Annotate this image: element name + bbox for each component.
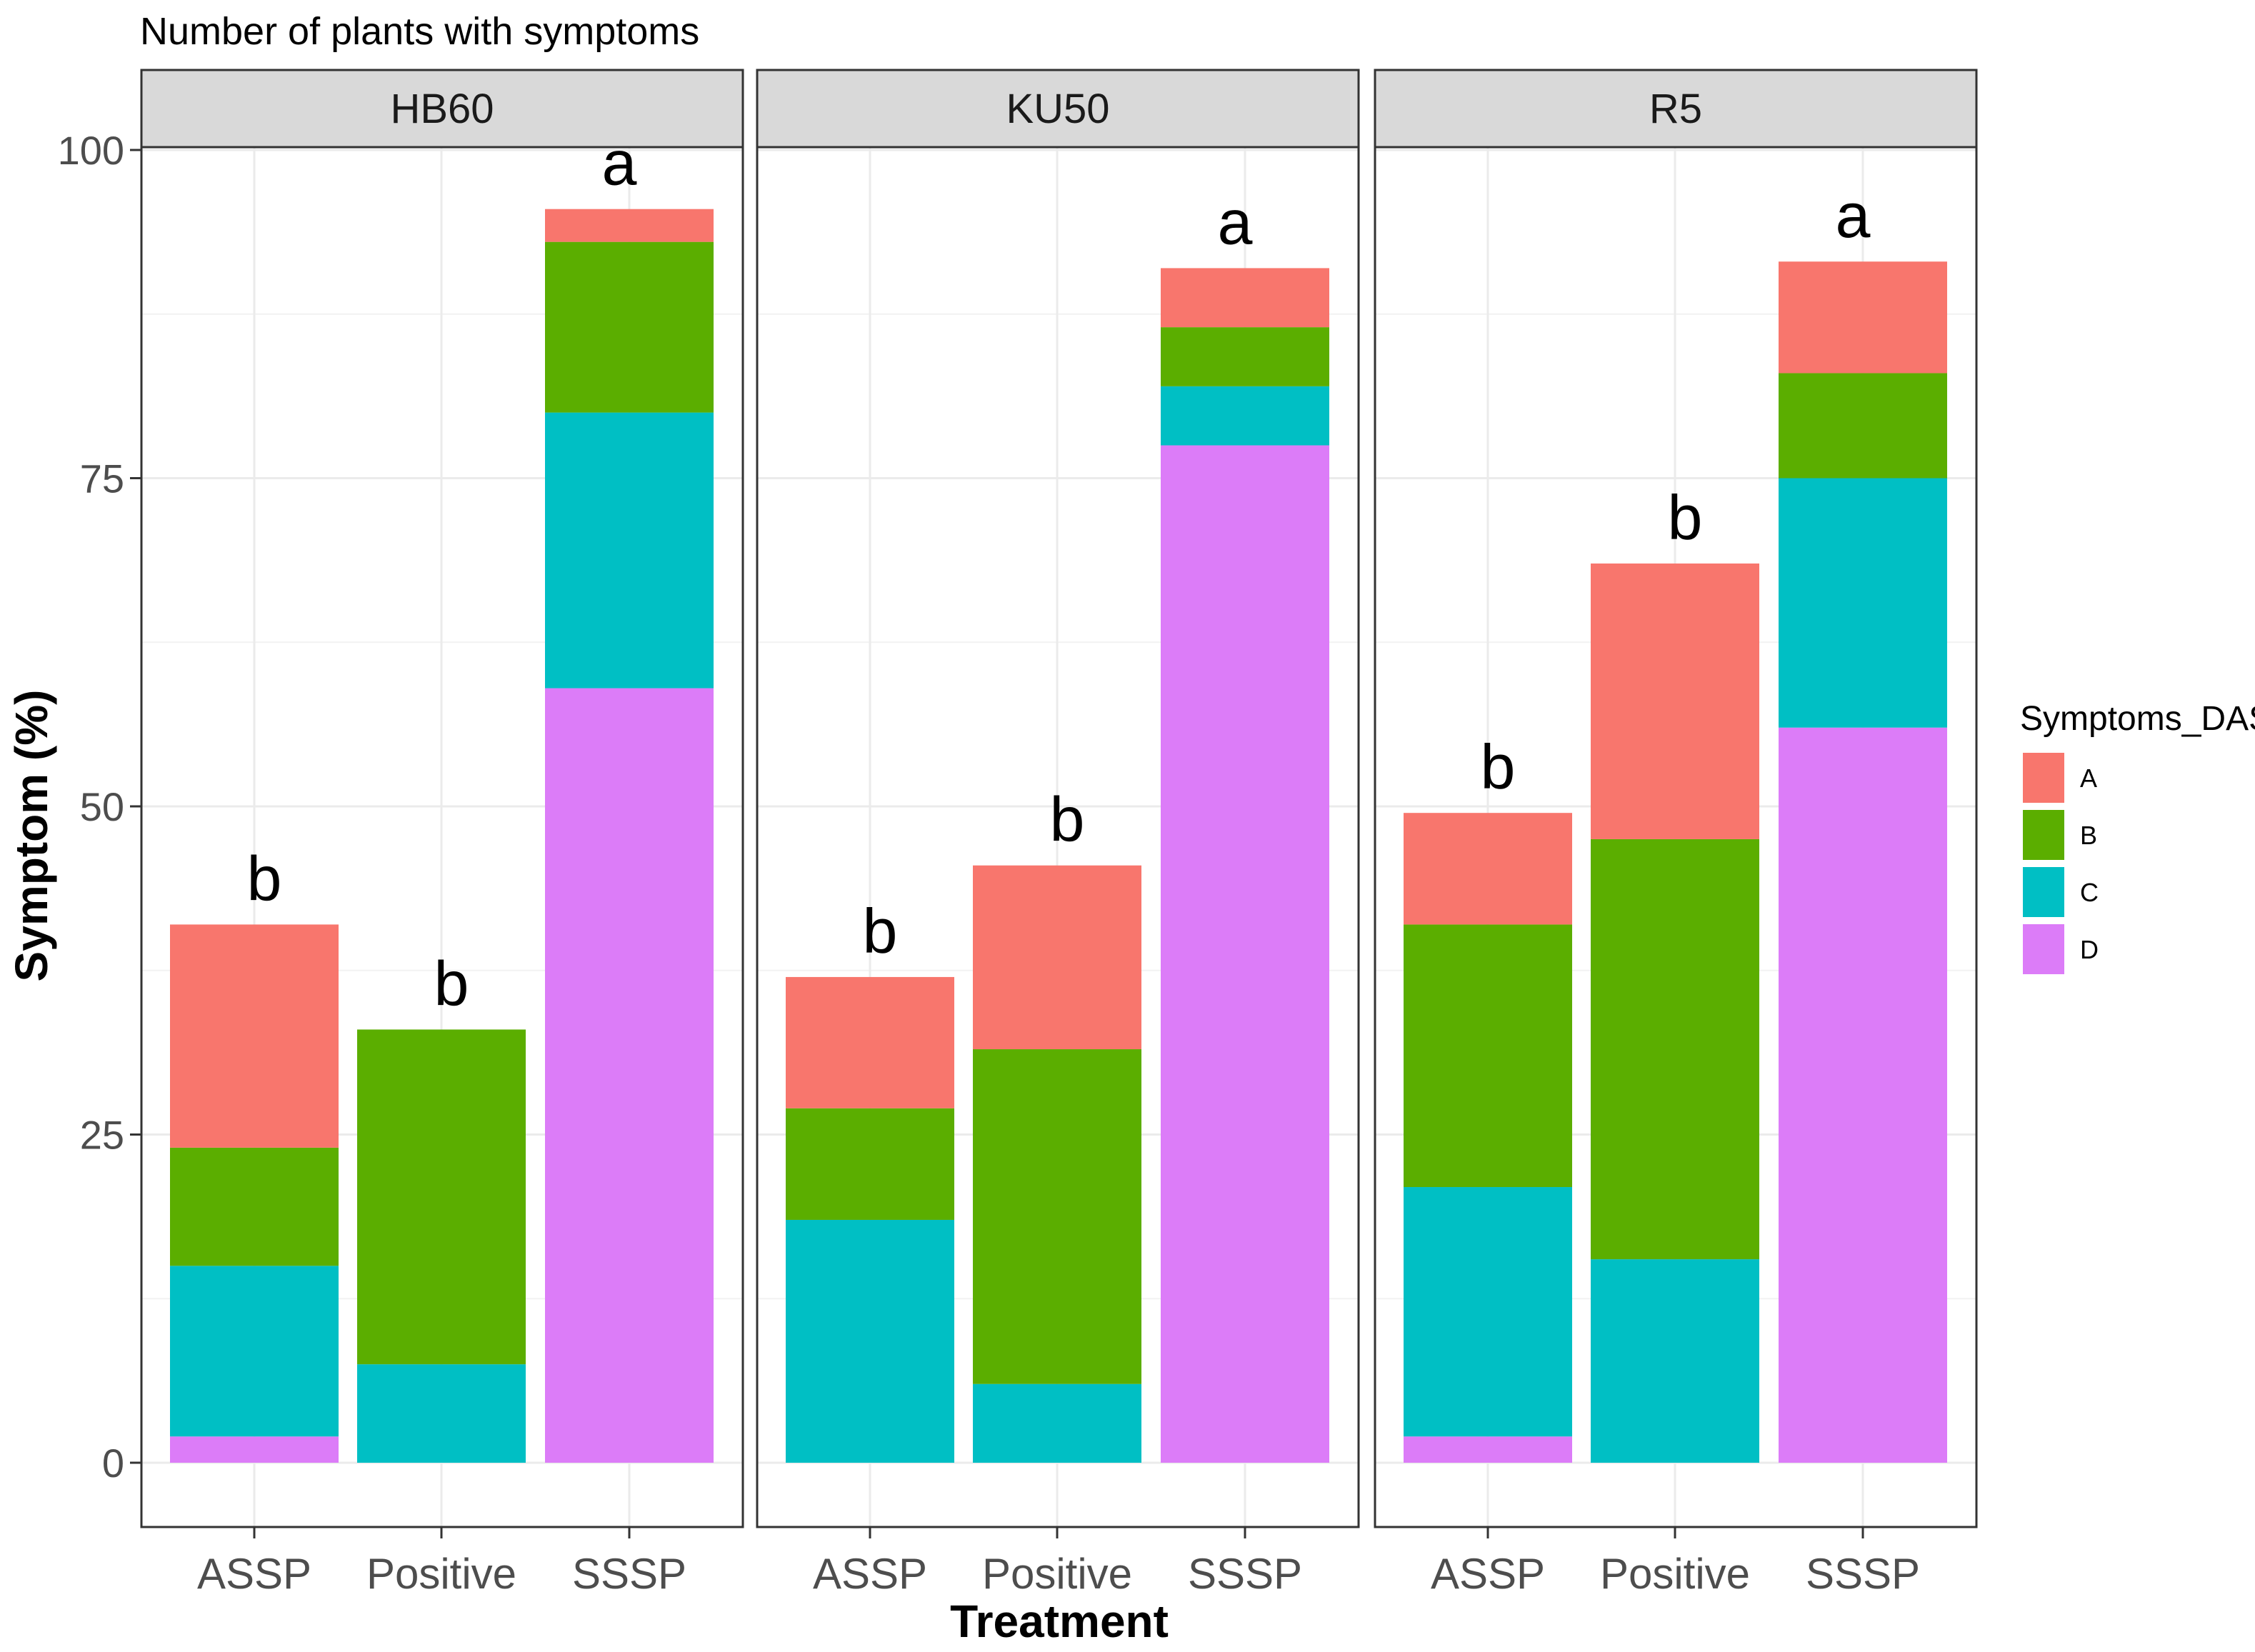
bar-segment-a	[1779, 261, 1947, 374]
legend-key	[2023, 753, 2064, 803]
bar-segment-c	[1591, 1259, 1759, 1463]
bar-r5-positive: b	[1591, 482, 1759, 1463]
facet-strip-label: KU50	[1006, 86, 1109, 132]
bar-segment-b	[1779, 373, 1947, 479]
bar-ku50-positive: b	[973, 784, 1141, 1463]
legend-key	[2023, 867, 2064, 917]
bar-segment-c	[973, 1383, 1141, 1463]
significance-letter: b	[1050, 784, 1085, 855]
y-tick-label: 0	[102, 1441, 124, 1486]
x-axis-title: Treatment	[950, 1596, 1169, 1647]
bar-segment-a	[1404, 813, 1572, 925]
panel-r5: b ASSP b Positive a SSSP R5	[1374, 69, 1978, 1598]
bar-segment-d	[1404, 1436, 1572, 1463]
bar-hb60-sssp: a	[545, 128, 714, 1463]
x-tick-label: Positive	[1600, 1550, 1750, 1598]
facet-strip-label: HB60	[390, 86, 494, 132]
bar-ku50-assp: b	[786, 896, 954, 1463]
bar-segment-a	[1591, 563, 1759, 839]
chart-title: Number of plants with symptoms	[140, 10, 699, 53]
y-tick-label: 100	[58, 128, 124, 173]
legend-item-a: A	[2023, 753, 2097, 803]
legend-item-d: D	[2023, 924, 2099, 974]
bar-segment-a	[786, 976, 954, 1108]
bar-segment-b	[786, 1108, 954, 1220]
bar-segment-a	[1161, 268, 1329, 328]
legend-label: A	[2080, 764, 2097, 793]
panel-ku50: b ASSP b Positive a SSSP KU50	[756, 69, 1360, 1598]
bar-segment-c	[1404, 1187, 1572, 1437]
bar-segment-b	[973, 1049, 1141, 1384]
y-axis: 0 25 50 75 100	[58, 128, 141, 1486]
y-tick-label: 75	[80, 456, 124, 501]
x-tick-label: ASSP	[197, 1550, 311, 1598]
legend-title: Symptoms_DAS	[2020, 700, 2255, 738]
y-axis-title: Symptom (%)	[6, 690, 57, 982]
bar-segment-b	[170, 1147, 339, 1266]
significance-letter: b	[247, 843, 282, 913]
legend-label: C	[2080, 878, 2099, 907]
facet-strip	[1374, 69, 1978, 149]
significance-letter: b	[434, 948, 469, 1018]
significance-letter: b	[863, 896, 898, 966]
bar-segment-d	[170, 1436, 339, 1463]
bar-hb60-assp: b	[170, 843, 339, 1463]
facet-panels: b ASSP b Positive a SSSP HB60 b ASSP b Positive a SS…	[140, 69, 1978, 1598]
x-tick-label: Positive	[982, 1550, 1132, 1598]
x-tick-label: SSSP	[1188, 1550, 1302, 1598]
facet-strip-label: R5	[1649, 86, 1702, 132]
legend-item-b: B	[2023, 810, 2097, 860]
legend-item-c: C	[2023, 867, 2099, 917]
bar-r5-assp: b	[1404, 731, 1572, 1463]
bar-segment-a	[170, 924, 339, 1148]
bar-segment-c	[170, 1266, 339, 1437]
bar-ku50-sssp: a	[1161, 186, 1329, 1463]
bar-hb60-positive: b	[357, 948, 526, 1463]
significance-letter: b	[1668, 482, 1703, 553]
bar-segment-b	[357, 1029, 526, 1365]
bar-segment-d	[1779, 727, 1947, 1463]
bar-segment-b	[1591, 838, 1759, 1260]
bar-segment-b	[1404, 924, 1572, 1188]
bar-segment-c	[1161, 386, 1329, 446]
x-tick-label: Positive	[366, 1550, 516, 1598]
bar-segment-c	[357, 1364, 526, 1463]
bar-segment-a	[545, 209, 714, 242]
legend-label: B	[2080, 821, 2097, 850]
significance-letter: a	[1836, 180, 1871, 251]
x-tick-label: ASSP	[1431, 1550, 1545, 1598]
panel-hb60: b ASSP b Positive a SSSP HB60	[140, 69, 744, 1598]
y-tick-label: 50	[80, 784, 124, 829]
bar-segment-d	[1161, 445, 1329, 1463]
bar-segment-d	[545, 688, 714, 1463]
legend-key	[2023, 924, 2064, 974]
x-tick-label: SSSP	[1806, 1550, 1920, 1598]
bar-segment-c	[545, 412, 714, 689]
y-tick-label: 25	[80, 1113, 124, 1158]
legend-label: D	[2080, 935, 2099, 964]
legend-key	[2023, 810, 2064, 860]
x-tick-label: SSSP	[572, 1550, 686, 1598]
significance-letter: b	[1481, 731, 1516, 802]
bar-segment-c	[1779, 478, 1947, 728]
bar-segment-b	[1161, 327, 1329, 386]
bar-segment-b	[545, 241, 714, 413]
bar-r5-sssp: a	[1779, 180, 1947, 1463]
facet-strip	[140, 69, 744, 149]
facet-strip	[756, 69, 1360, 149]
significance-letter: a	[1218, 186, 1253, 257]
x-tick-label: ASSP	[813, 1550, 927, 1598]
bar-segment-c	[786, 1219, 954, 1463]
bar-segment-a	[973, 865, 1141, 1050]
